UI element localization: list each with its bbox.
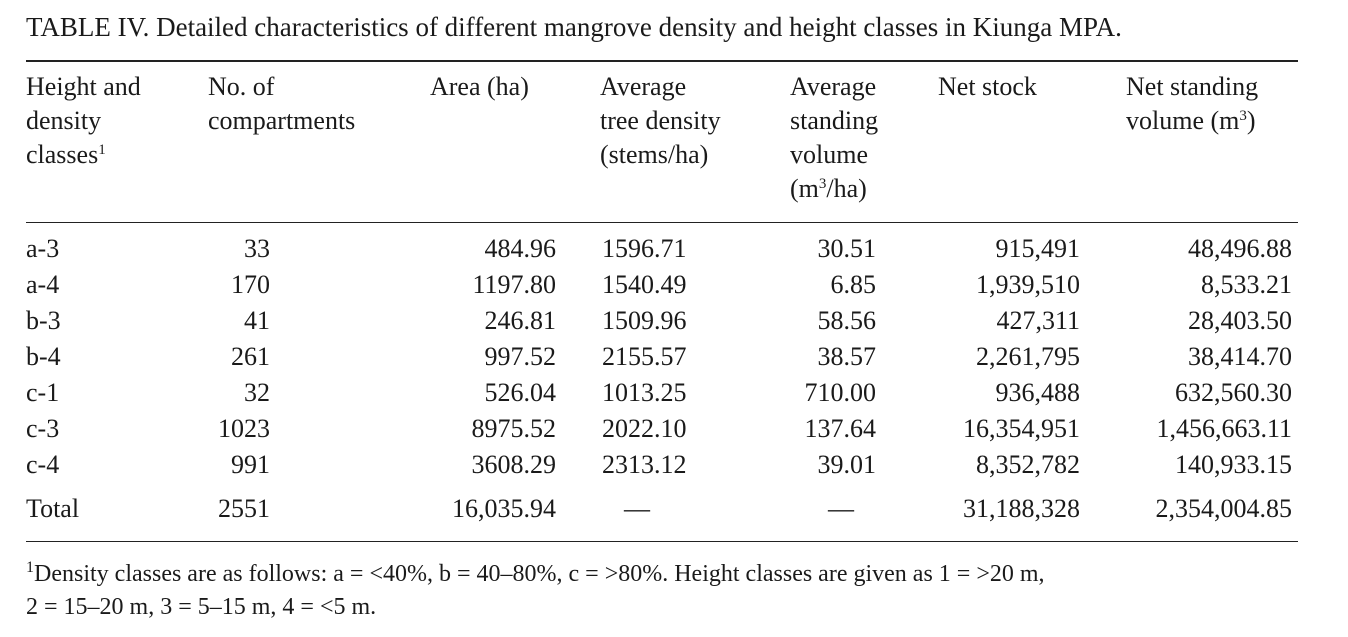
cell-vol: 710.00 [804, 378, 877, 407]
cell-cls: c-3 [26, 414, 60, 443]
header-no-of-compartments: No. of compartments [208, 70, 355, 138]
header-height-density-classes: Height and density classes1 [26, 70, 141, 172]
cell-cls: c-4 [26, 450, 60, 479]
header-net-standing-volume: Net standing volume (m3) [1126, 70, 1258, 138]
header-line: standing [790, 106, 879, 135]
cell-dens: 2313.12 [602, 450, 687, 479]
cell-cls: b-4 [26, 342, 61, 371]
cell-net: 38,414.70 [1188, 342, 1292, 371]
cell-net: 8,533.21 [1201, 270, 1292, 299]
table-footnote: 1Density classes are as follows: a = <40… [26, 558, 1045, 624]
cell-stock: 427,311 [996, 306, 1080, 335]
cell-n: 170 [231, 270, 270, 299]
header-line: Net standing [1126, 72, 1259, 101]
cell-net: 2,354,004.85 [1155, 494, 1293, 523]
cell-area: 484.96 [484, 234, 557, 263]
cell-area: 16,035.94 [452, 494, 556, 523]
cell-cls: b-3 [26, 306, 61, 335]
cell-area: 526.04 [484, 378, 557, 407]
cell-vol: 137.64 [804, 414, 877, 443]
bottom-rule [26, 541, 1298, 542]
header-line: classes1 [26, 140, 106, 169]
cell-vol: 38.57 [817, 342, 877, 371]
cell-dens: 2155.57 [602, 342, 687, 371]
cell-dens: 2022.10 [602, 414, 687, 443]
cell-dens: 1596.71 [602, 234, 687, 263]
cell-net: 28,403.50 [1188, 306, 1292, 335]
footnote-line-1: 1Density classes are as follows: a = <40… [26, 559, 1045, 588]
table-caption: TABLE IV. Detailed characteristics of di… [26, 12, 1122, 42]
cell-area: 1197.80 [472, 270, 556, 299]
header-net-stock: Net stock [938, 70, 1037, 104]
cell-stock: 2,261,795 [976, 342, 1080, 371]
cell-vol: 58.56 [817, 306, 877, 335]
header-line: Average [790, 72, 877, 101]
header-line: density [26, 106, 102, 135]
cell-area: 246.81 [484, 306, 557, 335]
cell-cls: a-4 [26, 270, 60, 299]
header-line: (stems/ha) [600, 140, 709, 169]
cell-n: 261 [231, 342, 270, 371]
header-line: Net stock [938, 72, 1037, 101]
cell-stock: 31,188,328 [963, 494, 1080, 523]
top-rule [26, 60, 1298, 62]
cell-net: 140,933.15 [1175, 450, 1292, 479]
header-average-tree-density: Average tree density (stems/ha) [600, 70, 721, 172]
footnote-marker: 1 [98, 142, 106, 158]
cell-cls: c-1 [26, 378, 60, 407]
header-line: (m3/ha) [790, 174, 867, 203]
cell-area: 997.52 [484, 342, 557, 371]
footnote-line-2: 2 = 15–20 m, 3 = 5–15 m, 4 = <5 m. [26, 594, 377, 620]
header-line: tree density [600, 106, 721, 135]
header-area: Area (ha) [430, 70, 529, 104]
cell-area: 8975.52 [471, 414, 557, 443]
cell-net: 48,496.88 [1188, 234, 1292, 263]
header-average-standing-volume: Average standing volume (m3/ha) [790, 70, 878, 206]
cell-n: 41 [244, 306, 270, 335]
header-line: Height and [26, 72, 141, 101]
cell-vol: 39.01 [817, 450, 877, 479]
cell-stock: 8,352,782 [976, 450, 1080, 479]
header-line: compartments [208, 106, 356, 135]
header-rule [26, 222, 1298, 223]
cell-stock: 915,491 [995, 234, 1081, 263]
cell-cls: a-3 [26, 234, 60, 263]
cell-dens: 1540.49 [602, 270, 687, 299]
cell-n: 33 [244, 234, 270, 263]
cell-stock: 16,354,951 [963, 414, 1080, 443]
cell-dens: 1013.25 [602, 378, 687, 407]
cell-n: 32 [244, 378, 270, 407]
cell-n: 2551 [218, 494, 270, 523]
cell-dens: — [624, 494, 650, 523]
cell-cls: Total [26, 494, 80, 523]
cell-vol: 6.85 [830, 270, 877, 299]
footnote-marker: 1 [26, 559, 34, 576]
cell-stock: 936,488 [995, 378, 1081, 407]
cell-stock: 1,939,510 [976, 270, 1080, 299]
cell-area: 3608.29 [471, 450, 557, 479]
cell-n: 1023 [218, 414, 270, 443]
header-line: No. of [208, 72, 275, 101]
header-line: volume (m3) [1126, 106, 1256, 135]
cell-vol: — [828, 494, 854, 523]
cell-dens: 1509.96 [602, 306, 687, 335]
header-line: Average [600, 72, 687, 101]
cell-net: 1,456,663.11 [1156, 414, 1292, 443]
cell-net: 632,560.30 [1175, 378, 1292, 407]
cell-n: 991 [231, 450, 270, 479]
header-line: volume [790, 140, 868, 169]
header-line: Area (ha) [430, 72, 529, 101]
cell-vol: 30.51 [817, 234, 877, 263]
